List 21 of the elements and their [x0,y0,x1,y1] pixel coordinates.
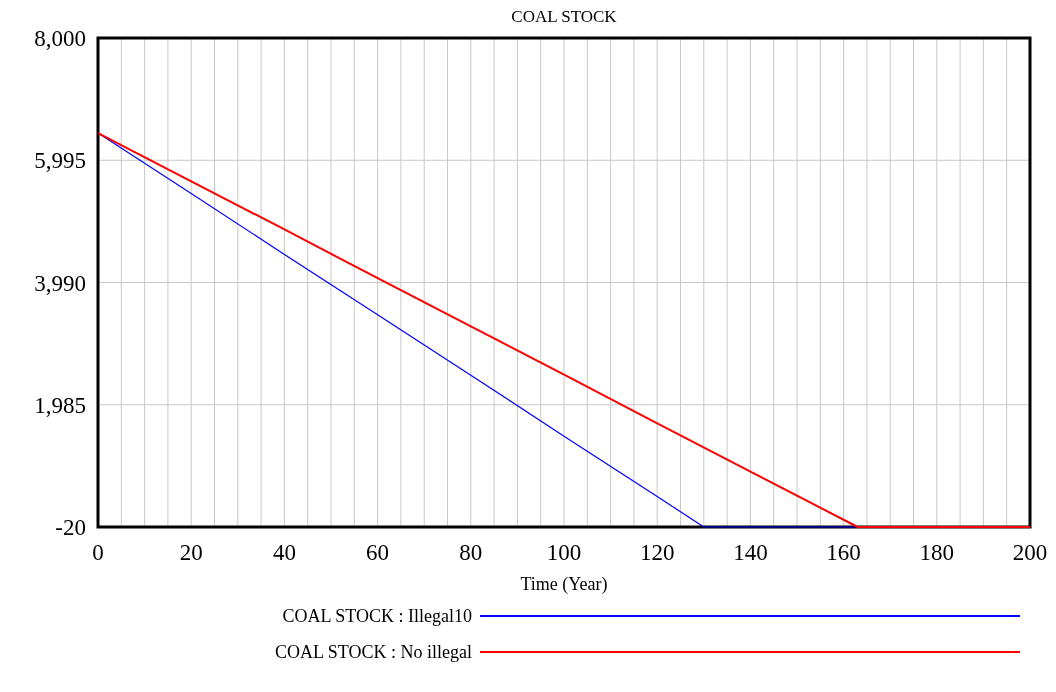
x-tick-label: 40 [272,540,296,565]
line-series [97,132,1031,528]
y-tick-label: 3,990 [34,270,86,296]
x-axis-title: Time (Year) [520,574,608,595]
chart-title: COAL STOCK [511,7,618,26]
x-tick-label: 0 [92,540,104,565]
x-tick-label: 80 [459,540,483,565]
x-tick-label: 180 [919,540,955,565]
y-tick-label: 5,995 [34,148,86,174]
legend-label: COAL STOCK : Illegal10 [282,606,472,626]
y-tick-label: 1,985 [34,392,86,418]
x-tick-label: 60 [366,540,390,565]
y-tick-label: 8,000 [34,26,86,51]
x-tick-label: 160 [826,540,861,565]
x-tick-label: 200 [1012,540,1048,565]
x-tick-label: 120 [639,540,675,565]
x-tick-label: 140 [733,540,768,565]
legend-label: COAL STOCK : No illegal [275,642,472,662]
x-tick-label: 100 [546,540,582,565]
y-tick-label: -20 [55,515,86,540]
x-tick-label: 20 [179,540,203,565]
